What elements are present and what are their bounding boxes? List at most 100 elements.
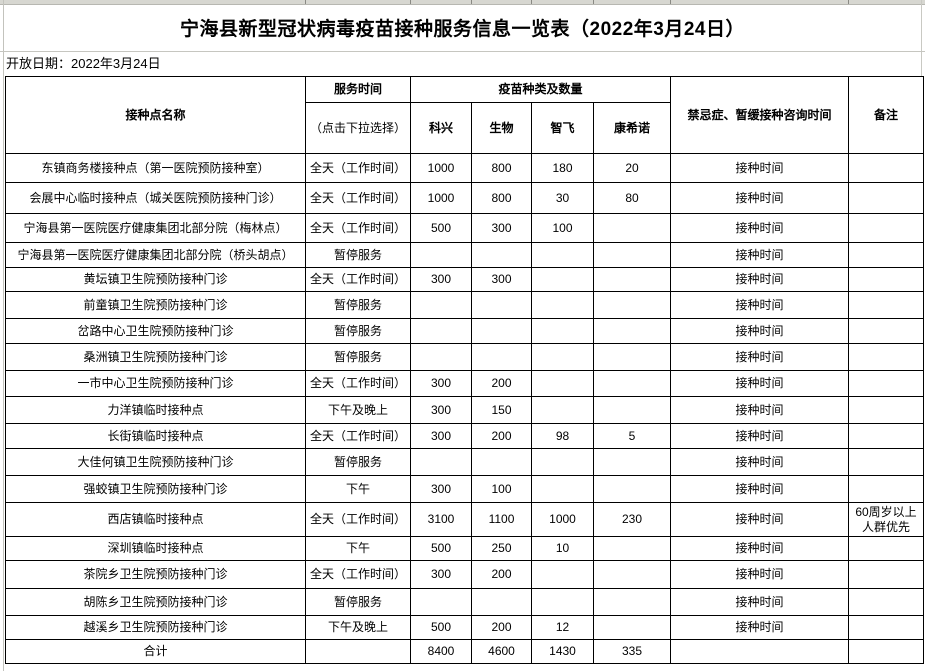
remark-cell: [848, 267, 925, 292]
vaccine-shengwu-cell: 100: [471, 475, 532, 503]
vaccine-zhifei-cell: [531, 448, 594, 476]
vaccine-kangxinuo-cell: [592, 588, 672, 616]
table-row: 胡陈乡卫生院预防接种门诊 暂停服务 接种时间: [5, 588, 925, 616]
vaccine-shengwu-cell: 200: [471, 370, 532, 397]
remark-cell: [848, 370, 925, 397]
vaccine-header-shengwu: 生物: [471, 102, 532, 154]
vaccine-kangxinuo-cell: [592, 560, 672, 589]
total-shengwu-cell: 4600: [471, 639, 532, 664]
vaccine-shengwu-cell: 250: [471, 536, 532, 561]
vaccine-kexing-cell: [410, 291, 472, 319]
total-kangxinuo-cell: 335: [592, 639, 672, 664]
header-row-2: （点击下拉选择） 科兴 生物 智飞 康希诺: [6, 102, 924, 154]
vaccine-kexing-cell: 1000: [410, 153, 472, 183]
vaccine-kexing-cell: [410, 448, 472, 476]
service-time-cell[interactable]: 全天（工作时间）: [305, 153, 411, 183]
service-dropdown-hint[interactable]: （点击下拉选择）: [305, 102, 411, 154]
site-name-cell: 茶院乡卫生院预防接种门诊: [5, 560, 306, 589]
vaccine-kexing-cell: 500: [410, 213, 472, 243]
site-name-cell: 大佳何镇卫生院预防接种门诊: [5, 448, 306, 476]
consult-time-cell: 接种时间: [670, 615, 850, 640]
service-time-cell[interactable]: 暂停服务: [305, 242, 411, 268]
table-row: 大佳何镇卫生院预防接种门诊 暂停服务 接种时间: [5, 448, 925, 476]
table-row: 桑洲镇卫生院预防接种门诊 暂停服务 接种时间: [5, 343, 925, 371]
total-label-cell: 合计: [5, 639, 306, 664]
service-time-cell[interactable]: 全天（工作时间）: [305, 267, 411, 292]
vaccine-zhifei-cell: [531, 343, 594, 371]
vaccine-zhifei-cell: 30: [531, 182, 594, 214]
grid-tick: [410, 0, 411, 4]
vaccine-shengwu-cell: [471, 588, 532, 616]
service-time-cell[interactable]: 下午: [305, 475, 411, 503]
vaccine-shengwu-cell: 800: [471, 182, 532, 214]
vaccine-service-table: 接种点名称 服务时间 疫苗种类及数量 禁忌症、暂缓接种咨询时间 备注 （点击下拉…: [5, 76, 925, 664]
table-row: 茶院乡卫生院预防接种门诊 全天（工作时间） 300 200 接种时间: [5, 560, 925, 589]
service-time-cell[interactable]: 暂停服务: [305, 343, 411, 371]
consult-time-cell: 接种时间: [670, 318, 850, 344]
vaccine-zhifei-cell: 1000: [531, 502, 594, 537]
grid-tick: [670, 0, 671, 4]
site-name-cell: 会展中心临时接种点（城关医院预防接种门诊）: [5, 182, 306, 214]
consult-time-cell: 接种时间: [670, 396, 850, 424]
vaccine-zhifei-cell: [531, 370, 594, 397]
vaccine-zhifei-cell: 98: [531, 423, 594, 449]
header-row-1: 接种点名称 服务时间 疫苗种类及数量 禁忌症、暂缓接种咨询时间 备注: [5, 76, 925, 154]
site-name-cell: 越溪乡卫生院预防接种门诊: [5, 615, 306, 640]
service-time-cell[interactable]: 全天（工作时间）: [305, 370, 411, 397]
consult-time-cell: 接种时间: [670, 370, 850, 397]
site-name-cell: 岔路中心卫生院预防接种门诊: [5, 318, 306, 344]
total-zhifei-cell: 1430: [531, 639, 594, 664]
service-time-cell[interactable]: 全天（工作时间）: [305, 502, 411, 537]
service-time-cell[interactable]: 暂停服务: [305, 448, 411, 476]
vaccine-kangxinuo-cell: [592, 242, 672, 268]
vaccine-shengwu-cell: [471, 291, 532, 319]
service-time-cell[interactable]: 下午: [305, 536, 411, 561]
open-date-label: 开放日期：2022年3月24日: [6, 56, 161, 71]
site-name-cell: 西店镇临时接种点: [5, 502, 306, 537]
vaccine-kexing-cell: 300: [410, 475, 472, 503]
service-time-cell[interactable]: 全天（工作时间）: [305, 423, 411, 449]
vaccine-header-kangxinuo: 康希诺: [592, 102, 672, 154]
consult-time-cell: 接种时间: [670, 182, 850, 214]
remark-cell: [848, 615, 925, 640]
vaccine-kexing-cell: 300: [410, 423, 472, 449]
remark-cell: [848, 318, 925, 344]
table-row: 前童镇卫生院预防接种门诊 暂停服务 接种时间: [5, 291, 925, 319]
vaccine-zhifei-cell: [531, 267, 594, 292]
vaccine-zhifei-cell: [531, 396, 594, 424]
remark-cell: [848, 153, 925, 183]
table-row: 东镇商务楼接种点（第一医院预防接种室） 全天（工作时间） 1000 800 18…: [5, 153, 925, 183]
vaccine-header-zhifei: 智飞: [531, 102, 594, 154]
site-name-cell: 黄坛镇卫生院预防接种门诊: [5, 267, 306, 292]
service-time-cell[interactable]: 全天（工作时间）: [305, 560, 411, 589]
table-row: 宁海县第一医院医疗健康集团北部分院（桥头胡点） 暂停服务 接种时间: [5, 242, 925, 268]
service-time-cell[interactable]: 全天（工作时间）: [305, 182, 411, 214]
title-underline: [0, 51, 925, 52]
vaccine-zhifei-cell: [531, 560, 594, 589]
vaccine-zhifei-cell: 100: [531, 213, 594, 243]
vaccine-shengwu-cell: [471, 343, 532, 371]
vaccine-zhifei-cell: 12: [531, 615, 594, 640]
vaccine-kangxinuo-cell: [592, 448, 672, 476]
vaccine-zhifei-cell: [531, 318, 594, 344]
service-time-cell[interactable]: 暂停服务: [305, 291, 411, 319]
service-time-cell[interactable]: 暂停服务: [305, 318, 411, 344]
consult-time-cell: 接种时间: [670, 153, 850, 183]
remark-cell: [848, 475, 925, 503]
vaccine-zhifei-cell: [531, 242, 594, 268]
remark-cell: [848, 242, 925, 268]
consult-time-cell: 接种时间: [670, 423, 850, 449]
service-time-cell[interactable]: 全天（工作时间）: [305, 213, 411, 243]
vaccine-kangxinuo-cell: 230: [592, 502, 672, 537]
total-row: 合计 8400 4600 1430 335: [5, 639, 925, 664]
service-time-cell[interactable]: 下午及晚上: [305, 615, 411, 640]
vaccine-kangxinuo-cell: [592, 318, 672, 344]
vaccine-group-header: 疫苗种类及数量: [409, 76, 672, 103]
service-time-cell[interactable]: 下午及晚上: [305, 396, 411, 424]
service-time-cell[interactable]: 暂停服务: [305, 588, 411, 616]
grid-tick: [305, 0, 306, 4]
vaccine-shengwu-cell: 200: [471, 615, 532, 640]
grid-tick: [593, 0, 594, 4]
table-row: 长街镇临时接种点 全天（工作时间） 300 200 98 5 接种时间: [5, 423, 925, 449]
